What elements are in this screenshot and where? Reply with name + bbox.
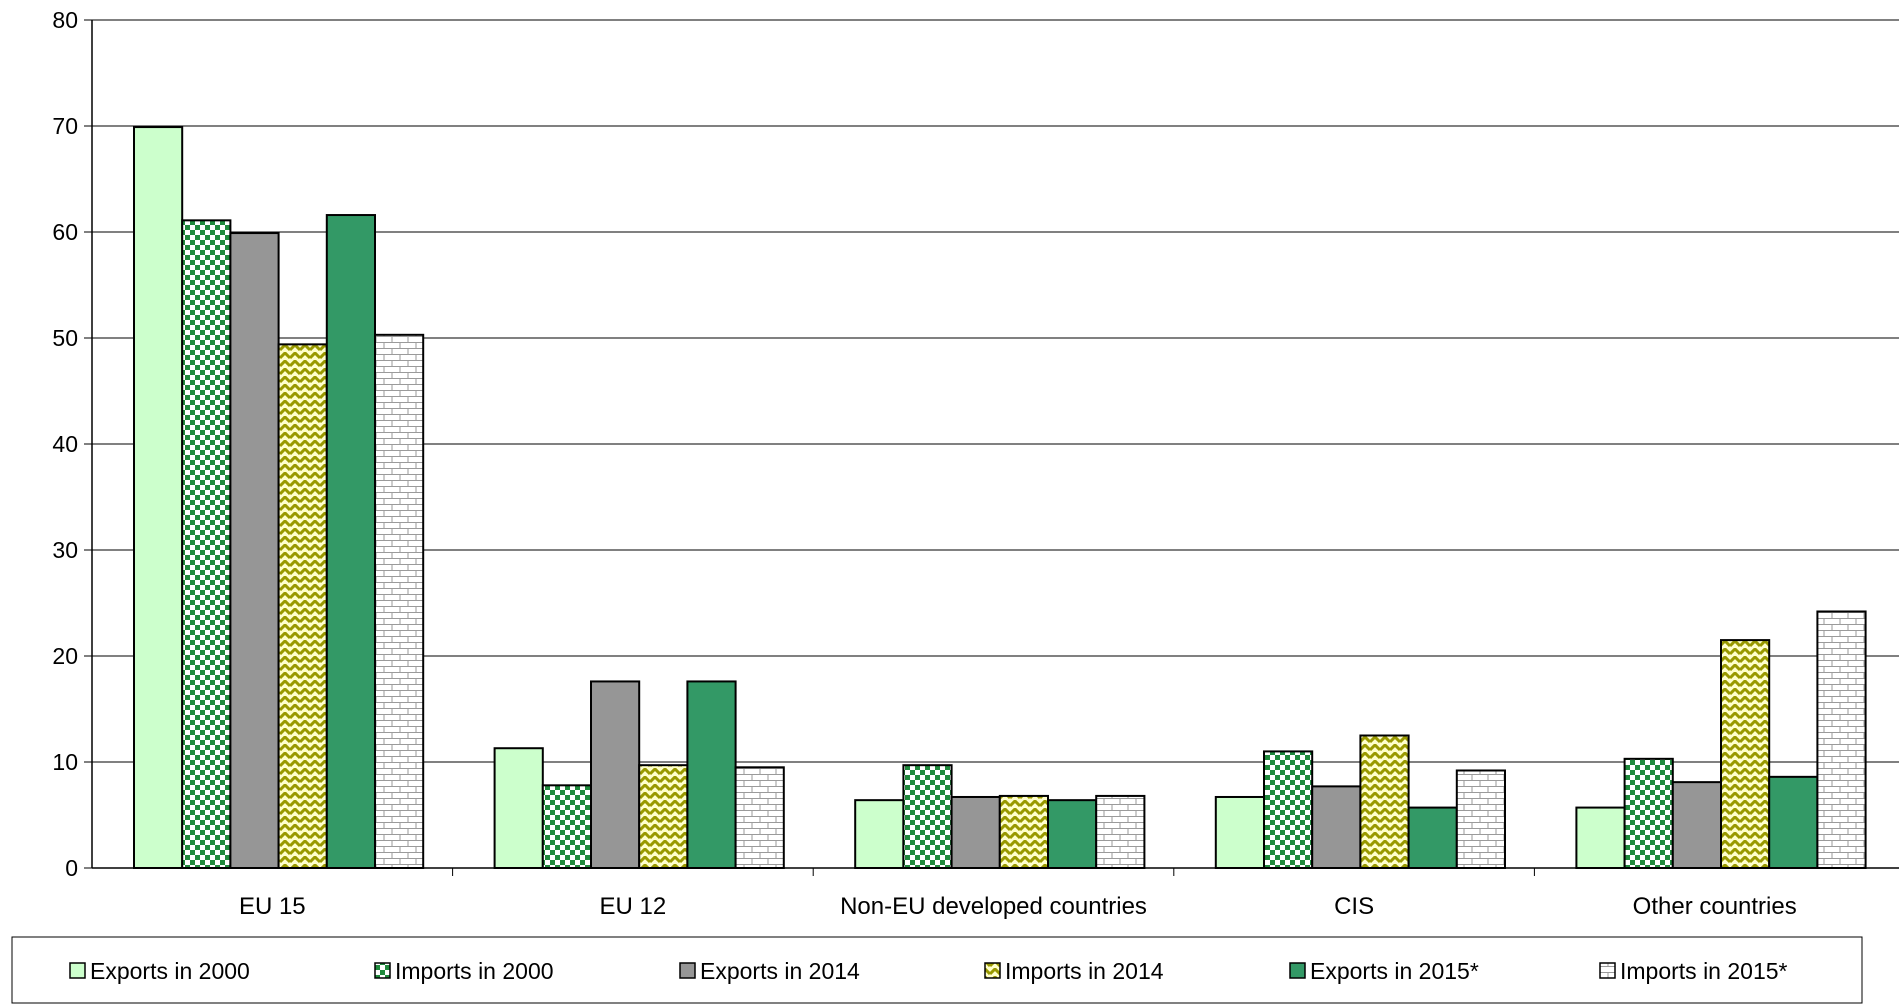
x-category-label-3: Non-EU developed countries — [840, 893, 1147, 920]
legend-label-1: Exports in 2000 — [90, 958, 250, 984]
legend-label-2: Imports in 2000 — [395, 958, 554, 984]
bar-1-5 — [1575, 806, 1626, 870]
bar-3-2 — [590, 680, 641, 869]
bar-1-1 — [133, 126, 184, 869]
legend-swatch-1 — [69, 962, 86, 979]
bar-5-5 — [1768, 775, 1819, 870]
x-category-label-4: CIS — [1334, 893, 1374, 920]
bar-4-5 — [1720, 639, 1771, 869]
bars — [133, 126, 1867, 870]
bar-6-2 — [734, 766, 785, 869]
legend-box — [11, 936, 1863, 1004]
y-tick-label-40: 40 — [52, 431, 78, 457]
bar-1-4 — [1214, 795, 1266, 869]
y-tick-label-0: 0 — [65, 855, 78, 881]
bar-4-4 — [1359, 734, 1410, 869]
legend-swatch-2 — [374, 962, 391, 979]
bar-6-4 — [1455, 769, 1507, 869]
category-labels: EU 15 EU 12 Non-EU developed countries CIS O… — [239, 893, 1797, 920]
legend-label-3: Exports in 2014 — [700, 958, 860, 984]
bar-3-3 — [950, 795, 1001, 869]
bar-6-5 — [1816, 610, 1867, 869]
bar-3-1 — [229, 232, 280, 869]
bar-4-2 — [638, 764, 689, 869]
bar-2-4 — [1263, 750, 1314, 870]
x-category-label-1: EU 15 — [239, 893, 306, 920]
axes — [91, 20, 1899, 876]
legend-swatch-5 — [1289, 962, 1306, 979]
legend-swatch-3 — [679, 962, 696, 979]
bar-4-1 — [277, 343, 328, 869]
bar-3-4 — [1311, 785, 1362, 870]
legend-label-6: Imports in 2015* — [1620, 958, 1788, 984]
bar-5-1 — [325, 214, 376, 870]
legend-swatch-4 — [984, 962, 1001, 979]
legend-swatch-6 — [1599, 962, 1616, 979]
bar-5-2 — [686, 680, 737, 869]
y-tick-label-30: 30 — [52, 537, 78, 563]
bar-5-4 — [1407, 806, 1458, 870]
y-tick-label-80: 80 — [52, 7, 78, 33]
x-category-label-5: Other countries — [1633, 893, 1797, 920]
y-axis-tick-labels: 0 10 20 30 40 50 60 70 80 — [52, 7, 92, 881]
bar-2-5 — [1623, 757, 1674, 870]
bar-5-3 — [1047, 799, 1098, 869]
x-category-label-2: EU 12 — [600, 893, 667, 920]
y-tick-label-20: 20 — [52, 643, 78, 669]
y-tick-label-60: 60 — [52, 219, 78, 245]
bar-1-3 — [854, 799, 905, 869]
bar-1-2 — [493, 747, 544, 869]
bar-4-3 — [998, 794, 1049, 869]
bar-2-1 — [181, 219, 232, 869]
bar-3-5 — [1671, 781, 1723, 870]
legend: Exports in 2000 Imports in 2000 Exports in… — [11, 936, 1863, 1004]
legend-label-5: Exports in 2015* — [1310, 958, 1479, 984]
y-tick-label-10: 10 — [52, 749, 78, 775]
bar-6-3 — [1095, 794, 1146, 869]
legend-label-4: Imports in 2014 — [1005, 958, 1164, 984]
bar-2-3 — [902, 764, 953, 869]
y-tick-label-50: 50 — [52, 325, 78, 351]
bar-6-1 — [374, 333, 425, 869]
y-tick-label-70: 70 — [52, 113, 78, 139]
bar-2-2 — [541, 784, 592, 870]
